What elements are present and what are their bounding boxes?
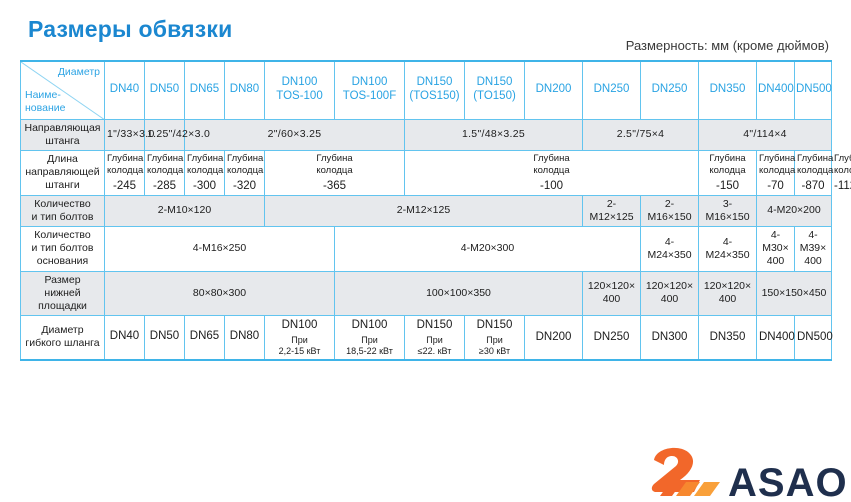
cell-hose-10: DN300 — [640, 314, 699, 361]
cell-depth-0: Глубина колодца -245 — [104, 149, 145, 196]
cell-depth-8: Глубина колодца -870 — [794, 149, 833, 196]
cell-bolts-4: 3-M16×150 — [698, 194, 757, 227]
row-label-guide-rod-length: Длина направляющей штанги — [20, 149, 105, 196]
asao-logo: ASAO — [648, 446, 848, 502]
cell-hose-11: DN350 — [698, 314, 757, 361]
cell-base-bolts-0: 4-M16×250 — [104, 226, 335, 271]
cell-bolts-2: 2-M12×125 — [582, 194, 641, 227]
cell-guide-rod-5: 4"/114×4 — [698, 118, 832, 151]
col-header-dn100-tos100f: DN100 TOS-100F — [334, 60, 405, 119]
spec-table: Диаметр Наиме- нование DN40 DN50 DN65 DN… — [20, 60, 851, 361]
col-header-dn50: DN50 — [144, 60, 185, 119]
corner-label-name: Наиме- нование — [25, 89, 66, 115]
cell-bolts-0: 2-M10×120 — [104, 194, 265, 227]
cell-hose-2: DN65 — [184, 314, 225, 361]
row-label-bolts: Количество и тип болтов — [20, 194, 105, 227]
cell-base-plate-0: 80×80×300 — [104, 270, 335, 316]
table-row: Количество и тип болтов основания 4-M16×… — [20, 226, 832, 271]
col-header-dn500: DN500 — [794, 60, 832, 119]
cell-hose-5: DN100 При 18,5-22 кВт — [334, 314, 405, 361]
cell-guide-rod-0: 1"/33×3.0 — [104, 118, 154, 151]
asao-logo-icon: ASAO — [651, 447, 848, 502]
cell-base-plate-3: 120×120× 400 — [640, 270, 699, 316]
col-header-dn350: DN350 — [698, 60, 757, 119]
col-header-dn150-tos150: DN150 (TOS150) — [404, 60, 465, 119]
cell-hose-6: DN150 При ≤22. кВт — [404, 314, 465, 361]
cell-hose-7: DN150 При ≥30 кВт — [464, 314, 525, 361]
cell-base-plate-2: 120×120× 400 — [582, 270, 641, 316]
cell-bolts-1: 2-M12×125 — [264, 194, 583, 227]
col-header-dn150-to150: DN150 (TO150) — [464, 60, 525, 119]
cell-guide-rod-1: 1.25"/42×3.0 — [144, 118, 210, 151]
cell-base-bolts-4: 4-M30× 400 — [756, 226, 795, 271]
cell-depth-3: Глубина колодца -320 — [224, 149, 265, 196]
col-header-dn40: DN40 — [104, 60, 145, 119]
table-header-row: Диаметр Наиме- нование DN40 DN50 DN65 DN… — [20, 60, 832, 120]
cell-hose-8: DN200 — [524, 314, 583, 361]
col-header-dn65: DN65 — [184, 60, 225, 119]
col-header-dn250-b: DN250 — [640, 60, 699, 119]
cell-bolts-5: 4-M20×200 — [756, 194, 832, 227]
col-header-dn80: DN80 — [224, 60, 265, 119]
units-note: Размерность: мм (кроме дюймов) — [625, 38, 829, 53]
cell-depth-6: Глубина колодца -150 — [698, 149, 757, 196]
cell-depth-1: Глубина колодца -285 — [144, 149, 185, 196]
row-label-base-bolts: Количество и тип болтов основания — [20, 226, 105, 271]
svg-text:ASAO: ASAO — [728, 461, 848, 502]
cell-base-plate-4: 120×120× 400 — [698, 270, 757, 316]
spec-table-wrapper: Диаметр Наиме- нование DN40 DN50 DN65 DN… — [20, 60, 851, 361]
header-corner-cell: Диаметр Наиме- нование — [20, 60, 105, 120]
cell-depth-7: Глубина колодца -70 — [756, 149, 795, 196]
cell-hose-12: DN400 — [756, 314, 795, 361]
table-row: Количество и тип болтов 2-M10×120 2-M12×… — [20, 194, 832, 227]
cell-hose-13: DN500 — [794, 314, 833, 361]
table-row: Диаметр гибкого шланга DN40 DN50 DN65 DN… — [20, 314, 833, 361]
corner-label-diameter: Диаметр — [57, 66, 100, 78]
cell-bolts-3: 2-M16×150 — [640, 194, 699, 227]
cell-hose-3: DN80 — [224, 314, 265, 361]
cell-guide-rod-3: 1.5"/48×3.25 — [404, 118, 583, 151]
col-header-dn250-a: DN250 — [582, 60, 641, 119]
col-header-dn400: DN400 — [756, 60, 795, 119]
cell-hose-9: DN250 — [582, 314, 641, 361]
table-row: Длина направляющей штанги Глубина колодц… — [20, 149, 851, 196]
cell-base-bolts-3: 4-M24×350 — [698, 226, 757, 271]
cell-depth-4: Глубина колодца -365 — [264, 149, 405, 196]
cell-hose-4: DN100 При 2,2-15 кВт — [264, 314, 335, 361]
row-label-base-plate: Размер нижней площадки — [20, 270, 105, 316]
cell-depth-5: Глубина колодца -100 — [404, 149, 699, 196]
cell-base-plate-5: 150×150×450 — [756, 270, 832, 316]
cell-hose-1: DN50 — [144, 314, 185, 361]
cell-depth-2: Глубина колодца -300 — [184, 149, 225, 196]
row-label-guide-rod: Направляющая штанга — [20, 118, 105, 151]
cell-base-bolts-2: 4-M24×350 — [640, 226, 699, 271]
cell-base-bolts-1: 4-M20×300 — [334, 226, 641, 271]
cell-base-bolts-5: 4-M39× 400 — [794, 226, 832, 271]
row-label-hose-diameter: Диаметр гибкого шланга — [20, 314, 105, 361]
page-title: Размеры обвязки — [28, 16, 233, 42]
col-header-dn100-tos100: DN100 TOS-100 — [264, 60, 335, 119]
cell-guide-rod-4: 2.5"/75×4 — [582, 118, 699, 151]
table-row: Направляющая штанга 1"/33×3.0 1.25"/42×3… — [20, 118, 832, 151]
table-row: Размер нижней площадки 80×80×300 100×100… — [20, 270, 832, 316]
cell-guide-rod-2: 2"/60×3.25 — [184, 118, 405, 151]
cell-hose-0: DN40 — [104, 314, 145, 361]
cell-base-plate-1: 100×100×350 — [334, 270, 583, 316]
col-header-dn200: DN200 — [524, 60, 583, 119]
